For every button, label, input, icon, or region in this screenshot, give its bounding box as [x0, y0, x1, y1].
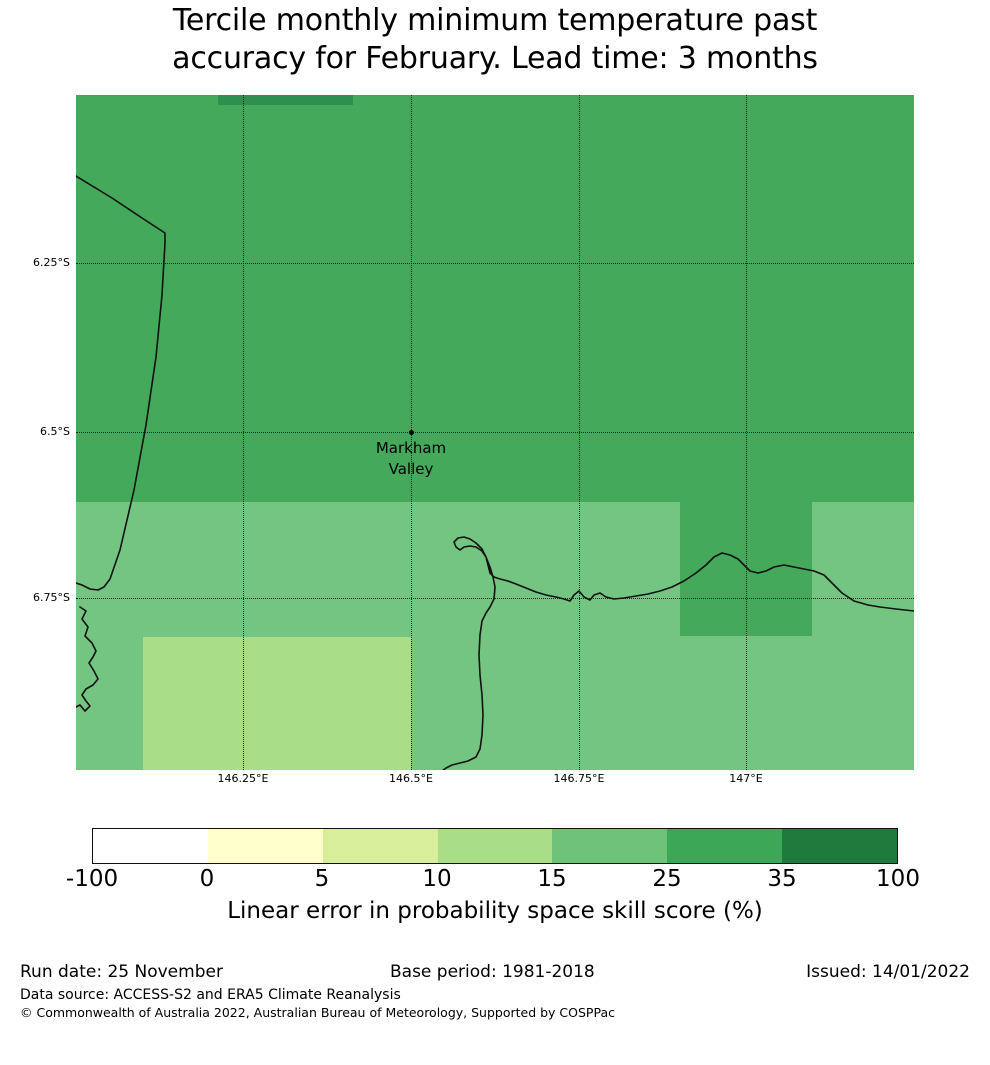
- colorbar-tick-label: 5: [314, 866, 330, 892]
- x-axis-tick-label: 146.5°E: [389, 772, 433, 785]
- coastline-overlay: [76, 175, 914, 770]
- footer-issued-date: Issued: 14/01/2022: [806, 962, 970, 982]
- location-marker-dot: [408, 429, 414, 435]
- colorbar-tick-label: 100: [876, 866, 920, 892]
- location-label-line-1: Markham: [375, 439, 447, 457]
- y-axis-tick-label: 6.75°S: [33, 591, 70, 604]
- colorbar-segment: [437, 829, 553, 863]
- map-plot-area: Markham Valley: [76, 95, 914, 770]
- coastline-southwest: [76, 606, 99, 712]
- colorbar-tick-label: 15: [537, 866, 567, 892]
- x-axis-tick-label: 146.75°E: [553, 772, 605, 785]
- footer-run-date: Run date: 25 November: [20, 962, 223, 982]
- page-title-line-1: Tercile monthly minimum temperature past: [172, 3, 818, 38]
- gridline-horizontal: [76, 432, 914, 433]
- colorbar-segment: [207, 829, 323, 863]
- heatmap-cell: [143, 637, 411, 770]
- colorbar-axis-label: Linear error in probability space skill …: [227, 898, 763, 924]
- map-raster: Markham Valley: [76, 95, 914, 770]
- colorbar-tick-labels: -100 0 5 10 15 25 35 100: [66, 866, 920, 896]
- location-marker-label: Markham Valley: [331, 438, 491, 480]
- colorbar-segment: [782, 829, 898, 863]
- y-axis-tick-label: 6.25°S: [33, 256, 70, 269]
- location-label-line-2: Valley: [388, 460, 434, 478]
- footer-base-period: Base period: 1981-2018: [390, 962, 595, 982]
- y-axis-tick-label: 6.5°S: [40, 425, 70, 438]
- colorbar-segment: [322, 829, 438, 863]
- colorbar-gradient: [92, 828, 898, 864]
- colorbar-tick-label: 35: [767, 866, 797, 892]
- page-title: Tercile monthly minimum temperature past…: [0, 0, 990, 78]
- coastline-east: [442, 536, 914, 770]
- gridline-horizontal: [76, 598, 914, 599]
- colorbar-segment: [552, 829, 668, 863]
- footer-meta-row: Run date: 25 November Base period: 1981-…: [0, 962, 990, 986]
- colorbar-segment: [667, 829, 783, 863]
- x-axis-tick-label: 147°E: [729, 772, 763, 785]
- y-axis-ticks: 6.25°S 6.5°S 6.75°S: [0, 95, 70, 770]
- colorbar-tick-label: 0: [199, 866, 215, 892]
- page-title-line-2: accuracy for February. Lead time: 3 mont…: [172, 41, 818, 76]
- colorbar-tick-label: 10: [422, 866, 452, 892]
- colorbar-tick-label: -100: [65, 866, 119, 892]
- coastline-west: [76, 175, 166, 591]
- footer-data-source: Data source: ACCESS-S2 and ERA5 Climate …: [20, 987, 401, 1003]
- heatmap-cell: [218, 95, 353, 105]
- x-axis-tick-label: 146.25°E: [217, 772, 269, 785]
- footer-copyright: © Commonwealth of Australia 2022, Austra…: [20, 1005, 615, 1020]
- colorbar: -100 0 5 10 15 25 35 100: [66, 828, 920, 892]
- colorbar-tick-label: 25: [652, 866, 682, 892]
- gridline-horizontal: [76, 263, 914, 264]
- x-axis-ticks: 146.25°E 146.5°E 146.75°E 147°E: [76, 772, 914, 796]
- colorbar-segment: [93, 829, 208, 863]
